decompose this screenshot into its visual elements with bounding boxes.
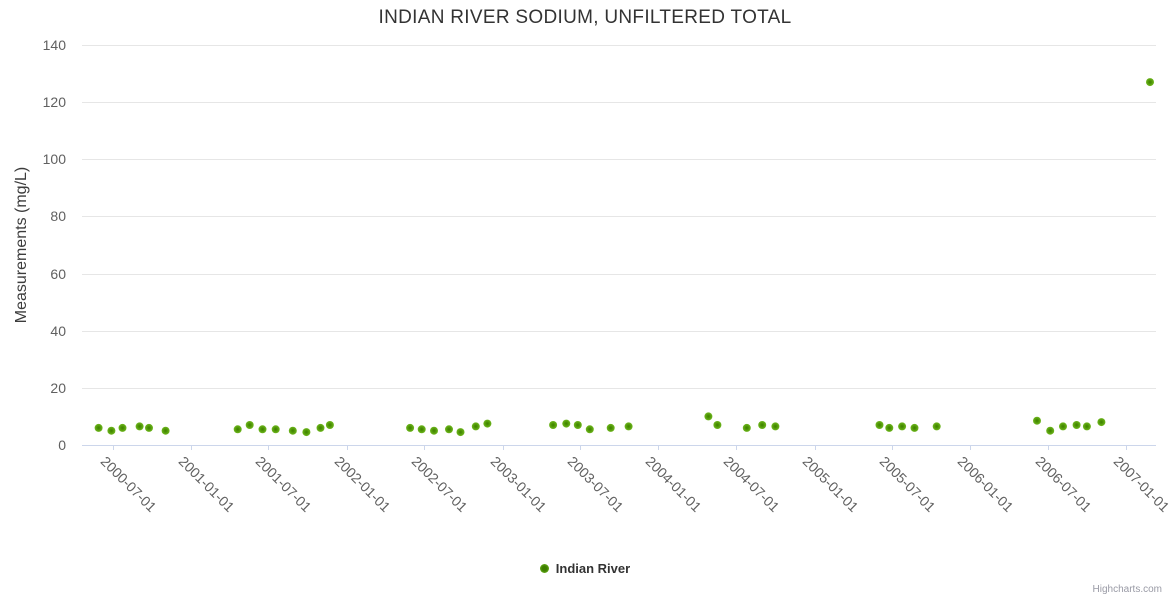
data-point[interactable] xyxy=(258,425,267,434)
data-point[interactable] xyxy=(713,421,722,429)
data-point[interactable] xyxy=(118,423,127,432)
chart-title: INDIAN RIVER SODIUM, UNFILTERED TOTAL xyxy=(378,7,792,28)
y-axis-label: 140 xyxy=(42,37,66,53)
data-point[interactable] xyxy=(135,422,144,431)
y-axis-label: 60 xyxy=(50,266,66,282)
data-point[interactable] xyxy=(562,419,571,428)
data-point[interactable] xyxy=(758,421,767,429)
data-point[interactable] xyxy=(483,419,492,428)
data-point[interactable] xyxy=(1059,422,1067,431)
data-point[interactable] xyxy=(1033,416,1041,425)
data-point[interactable] xyxy=(271,425,280,434)
data-point[interactable] xyxy=(430,426,438,435)
data-point[interactable] xyxy=(325,421,334,429)
y-axis-label: 20 xyxy=(50,380,66,396)
data-point[interactable] xyxy=(875,421,884,429)
data-point[interactable] xyxy=(704,412,713,421)
data-point[interactable] xyxy=(161,426,170,435)
data-point[interactable] xyxy=(456,428,465,437)
legend-marker-icon xyxy=(539,564,549,573)
data-point[interactable] xyxy=(316,423,325,432)
data-point[interactable] xyxy=(573,421,582,429)
data-point[interactable] xyxy=(94,423,103,432)
data-point[interactable] xyxy=(107,426,116,435)
data-point[interactable] xyxy=(1097,418,1106,427)
data-point[interactable] xyxy=(932,422,941,431)
data-point[interactable] xyxy=(885,423,894,432)
data-point[interactable] xyxy=(471,422,480,431)
y-axis-label: 100 xyxy=(42,151,66,167)
data-point[interactable] xyxy=(1072,421,1081,429)
data-point[interactable] xyxy=(742,423,751,432)
data-point[interactable] xyxy=(445,425,453,434)
data-point[interactable] xyxy=(1082,422,1091,431)
highcharts-credits[interactable]: Highcharts.com xyxy=(1092,584,1162,595)
data-point[interactable] xyxy=(1046,426,1055,435)
data-point[interactable] xyxy=(245,421,254,429)
data-point[interactable] xyxy=(1146,78,1154,87)
data-point[interactable] xyxy=(624,422,633,431)
data-point[interactable] xyxy=(417,425,426,434)
data-point[interactable] xyxy=(771,422,780,431)
y-axis-label: 80 xyxy=(50,208,66,224)
data-point[interactable] xyxy=(288,426,297,435)
legend-label: Indian River xyxy=(555,561,631,576)
data-point[interactable] xyxy=(910,423,919,432)
y-axis-label: 0 xyxy=(58,437,66,453)
data-point[interactable] xyxy=(585,425,594,434)
data-point[interactable] xyxy=(145,423,153,432)
data-point[interactable] xyxy=(233,425,242,434)
y-axis-label: 40 xyxy=(50,323,66,339)
data-point[interactable] xyxy=(898,422,907,431)
data-point[interactable] xyxy=(302,428,311,437)
y-axis-label: 120 xyxy=(42,94,66,110)
data-point[interactable] xyxy=(406,423,415,432)
legend[interactable]: Indian River xyxy=(0,561,1170,576)
data-point[interactable] xyxy=(606,423,615,432)
data-point[interactable] xyxy=(549,421,558,429)
